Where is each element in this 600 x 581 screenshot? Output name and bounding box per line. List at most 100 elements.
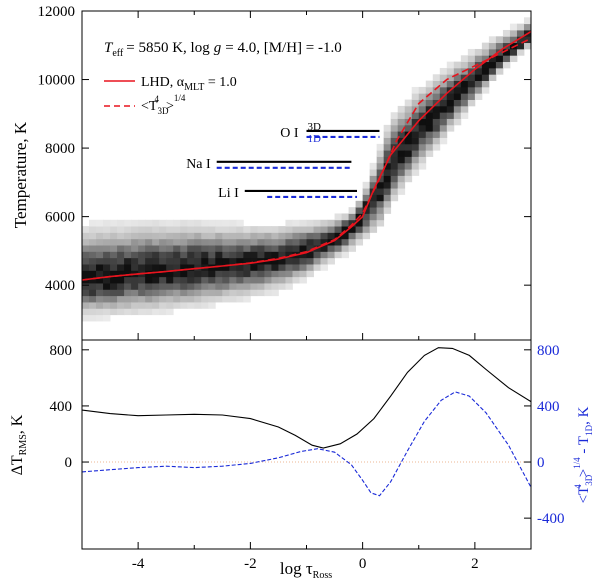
density-cell — [432, 86, 441, 94]
density-cell — [299, 264, 307, 271]
density-cell — [390, 150, 399, 157]
density-cell — [138, 295, 146, 303]
density-cell — [138, 232, 146, 240]
density-cell — [131, 308, 139, 316]
density-cell — [439, 118, 448, 126]
density-cell — [215, 295, 223, 303]
density-cell — [243, 283, 251, 290]
density-cell — [166, 257, 174, 265]
density-cell — [271, 283, 279, 290]
density-cell — [173, 283, 181, 290]
density-cell — [145, 245, 153, 252]
density-cell — [96, 264, 104, 271]
density-cell — [159, 283, 167, 290]
density-cell — [229, 251, 237, 259]
density-cell — [397, 105, 406, 113]
density-cell — [334, 232, 342, 240]
density-cell — [264, 270, 272, 278]
density-cell — [201, 245, 209, 252]
density-cell — [152, 302, 160, 309]
density-cell — [229, 270, 237, 278]
density-cell — [208, 245, 216, 252]
density-cell — [278, 226, 286, 233]
bottom-x-tick-label: 2 — [471, 556, 479, 572]
density-cell — [390, 188, 399, 195]
density-cell — [110, 295, 118, 303]
density-cell — [236, 270, 244, 278]
density-cell — [292, 219, 300, 227]
density-cell — [194, 276, 202, 284]
density-cell — [383, 150, 392, 157]
density-cell — [159, 270, 167, 278]
density-cell — [390, 137, 399, 145]
density-cell — [285, 264, 293, 271]
density-cell — [96, 308, 104, 316]
density-cell — [432, 74, 441, 81]
density-cell — [516, 29, 525, 37]
density-cell — [159, 257, 167, 265]
density-cell — [96, 295, 104, 303]
density-cell — [481, 80, 490, 88]
density-cell — [117, 295, 125, 303]
density-cell — [138, 257, 146, 265]
density-cell — [432, 137, 441, 145]
density-cell — [320, 226, 328, 233]
density-cell — [516, 48, 525, 56]
density-cell — [502, 36, 511, 44]
density-cell — [96, 257, 104, 265]
density-cell — [243, 295, 251, 303]
density-cell — [397, 188, 406, 195]
density-cell — [306, 232, 314, 240]
density-cell — [173, 270, 181, 278]
density-cell — [145, 251, 153, 259]
density-cell — [236, 245, 244, 252]
density-cell — [96, 289, 104, 297]
density-cell — [271, 276, 279, 284]
density-cell — [397, 131, 406, 138]
density-cell — [180, 257, 188, 265]
density-cell — [446, 61, 455, 69]
density-cell — [117, 257, 125, 265]
bottom-x-tick-label: -2 — [244, 556, 257, 572]
density-cell — [376, 162, 385, 170]
density-cell — [131, 226, 139, 233]
density-cell — [327, 226, 335, 233]
density-cell — [278, 257, 286, 265]
density-cell — [481, 48, 490, 56]
density-cell — [418, 86, 427, 94]
density-cell — [180, 283, 188, 290]
density-cell — [166, 226, 174, 233]
density-cell — [488, 74, 497, 81]
density-cell — [145, 302, 153, 309]
top-y-tick-label: 6000 — [45, 210, 75, 226]
density-cell — [215, 238, 223, 246]
density-cell — [180, 232, 188, 240]
density-cell — [446, 105, 455, 113]
density-cell — [124, 238, 132, 246]
top-y-tick-label: 10000 — [38, 73, 76, 89]
series-line-mean-minus-1d — [82, 391, 531, 497]
density-cell — [159, 308, 167, 316]
density-cell — [89, 308, 97, 316]
density-cell — [89, 226, 97, 233]
density-cell — [103, 264, 111, 271]
density-cell — [460, 86, 469, 94]
density-cell — [299, 270, 307, 278]
density-cell — [390, 181, 399, 189]
density-cell — [320, 245, 328, 252]
bottom-right-y-ticks: -400 0 400 800 — [524, 343, 565, 527]
density-cell — [243, 251, 251, 259]
density-cell — [229, 276, 237, 284]
density-cell — [453, 93, 462, 100]
density-cell — [96, 283, 104, 290]
density-cell — [341, 238, 349, 246]
density-cell — [390, 156, 399, 164]
density-cell — [257, 283, 265, 290]
density-cell — [257, 226, 265, 233]
density-cell — [474, 67, 483, 75]
density-cell — [495, 61, 504, 69]
density-cell — [152, 308, 160, 316]
density-cell — [152, 283, 160, 290]
density-cell — [82, 270, 90, 278]
temperature-density-background — [82, 17, 531, 322]
